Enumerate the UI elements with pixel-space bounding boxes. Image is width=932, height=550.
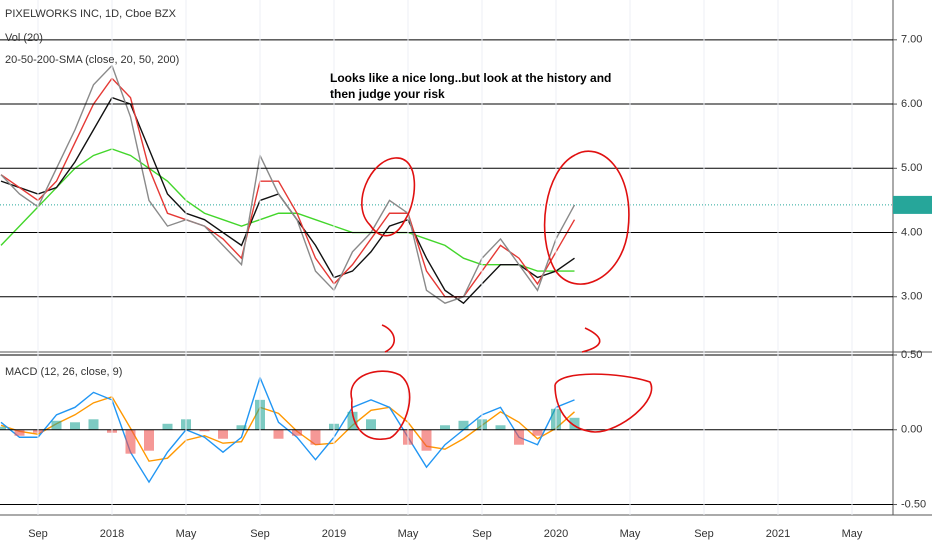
drawing bbox=[350, 370, 411, 440]
series-line bbox=[0, 64, 576, 304]
indicator-label: Vol (20) bbox=[5, 32, 43, 44]
histogram-bar bbox=[144, 429, 154, 451]
x-tick-label: Sep bbox=[472, 528, 492, 540]
series-line bbox=[0, 77, 576, 298]
histogram-bar bbox=[514, 429, 524, 445]
x-tick-label: 2019 bbox=[322, 528, 346, 540]
y-tick-label: 3.00 bbox=[901, 291, 922, 303]
x-tick-label: Sep bbox=[694, 528, 714, 540]
histogram-bar bbox=[14, 429, 25, 436]
drawing bbox=[581, 327, 601, 353]
histogram-bar bbox=[292, 429, 302, 436]
x-tick-label: Sep bbox=[28, 528, 48, 540]
y-tick-label: 5.00 bbox=[901, 162, 922, 174]
histogram-bar bbox=[125, 429, 136, 454]
histogram-bar bbox=[162, 423, 173, 430]
y-tick-label: 6.00 bbox=[901, 98, 922, 110]
histogram-bar bbox=[70, 422, 80, 430]
macd-title: MACD (12, 26, close, 9) bbox=[5, 366, 122, 378]
histogram-bar bbox=[88, 419, 99, 430]
x-tick-label: May bbox=[398, 528, 419, 540]
drawing bbox=[381, 324, 395, 353]
symbol-title: PIXELWORKS INC, 1D, Cboe BZX bbox=[5, 8, 177, 20]
histogram-bar bbox=[347, 411, 358, 430]
histogram-bar bbox=[495, 425, 506, 430]
y-tick-label: 0.50 bbox=[901, 349, 922, 361]
histogram-bar bbox=[421, 429, 432, 451]
y-tick-label: -0.50 bbox=[901, 498, 926, 510]
annotation: then judge your risk bbox=[330, 87, 445, 101]
drawings bbox=[350, 150, 653, 440]
last-price-box bbox=[893, 195, 932, 214]
drawing bbox=[543, 150, 630, 285]
histogram-bar bbox=[236, 425, 247, 430]
drawing bbox=[554, 373, 653, 433]
histogram-bar bbox=[440, 425, 450, 430]
x-tick-label: May bbox=[620, 528, 641, 540]
annotation: Looks like a nice long..but look at the … bbox=[330, 71, 611, 85]
histogram-bar bbox=[51, 420, 62, 430]
histogram-bar bbox=[458, 420, 469, 430]
histogram-bar bbox=[569, 417, 580, 430]
histogram-bar bbox=[218, 429, 228, 439]
x-tick-label: 2021 bbox=[766, 528, 790, 540]
y-tick-label: 0.00 bbox=[901, 424, 922, 436]
histogram-bar bbox=[366, 419, 376, 430]
x-tick-label: 2020 bbox=[544, 528, 568, 540]
histogram-bar bbox=[199, 429, 210, 432]
y-tick-label: 4.00 bbox=[901, 226, 922, 238]
indicator-label: 20-50-200-SMA (close, 20, 50, 200) bbox=[5, 54, 179, 66]
x-tick-label: May bbox=[176, 528, 197, 540]
x-tick-label: Sep bbox=[250, 528, 270, 540]
drawing bbox=[361, 157, 416, 237]
y-tick-label: 7.00 bbox=[901, 34, 922, 46]
x-tick-label: May bbox=[842, 528, 863, 540]
x-tick-label: 2018 bbox=[100, 528, 124, 540]
histogram-bar bbox=[0, 426, 6, 430]
histogram-bar bbox=[310, 429, 321, 445]
histogram-bar bbox=[532, 429, 543, 436]
histogram-bar bbox=[273, 429, 284, 439]
